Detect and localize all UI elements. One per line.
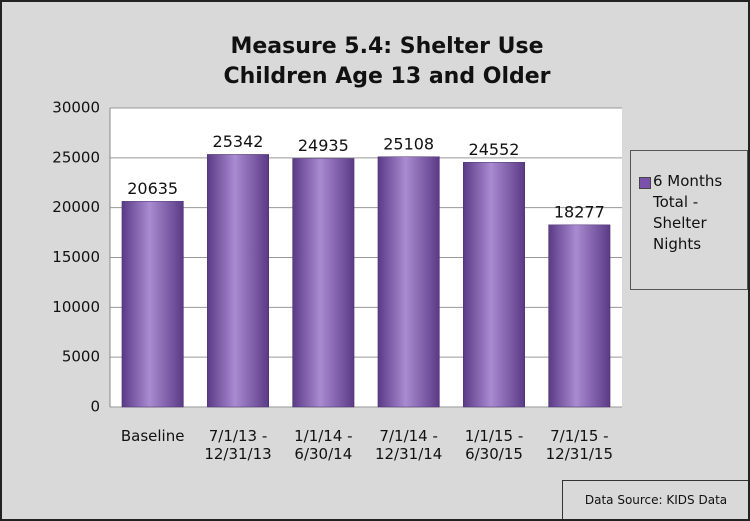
- data-label: 18277: [554, 202, 605, 221]
- bar: [292, 158, 355, 408]
- x-tick-label: Baseline: [120, 427, 185, 445]
- legend-key: [639, 177, 651, 189]
- data-label: 25108: [383, 134, 434, 153]
- x-tick-label: 7/1/13 - 12/31/13: [204, 427, 272, 463]
- annotation: Data Source: KIDS Data: [562, 480, 748, 519]
- y-tick-label: 30000: [52, 99, 100, 117]
- data-label: 24552: [469, 140, 520, 159]
- legend: 6 Months Total - Shelter Nights: [630, 150, 748, 290]
- x-tick-label: 7/1/15 - 12/31/15: [545, 427, 614, 463]
- x-tick-label: 1/1/15 - 6/30/15: [464, 427, 524, 463]
- y-tick-label: 0: [90, 398, 100, 416]
- bar: [121, 201, 184, 408]
- y-tick-label: 20000: [52, 198, 100, 216]
- data-label: 25342: [213, 132, 264, 151]
- data-label: 24935: [298, 136, 349, 155]
- bar: [377, 156, 440, 408]
- y-tick-label: 10000: [52, 298, 100, 316]
- y-tick-label: 5000: [62, 348, 100, 366]
- legend-label: 6 Months Total - Shelter Nights: [653, 172, 723, 253]
- bar: [548, 224, 611, 408]
- data-label: 20635: [127, 179, 178, 198]
- x-tick-label: 7/1/14 - 12/31/14: [374, 427, 443, 463]
- bar: [463, 162, 525, 408]
- y-tick-label: 15000: [52, 248, 100, 266]
- y-tick-label: 25000: [52, 148, 100, 166]
- bar: [207, 154, 269, 408]
- x-tick-label: 1/1/14 - 6/30/14: [294, 427, 353, 463]
- chart-title: Measure 5.4: Shelter Use Children Age 13…: [223, 34, 551, 89]
